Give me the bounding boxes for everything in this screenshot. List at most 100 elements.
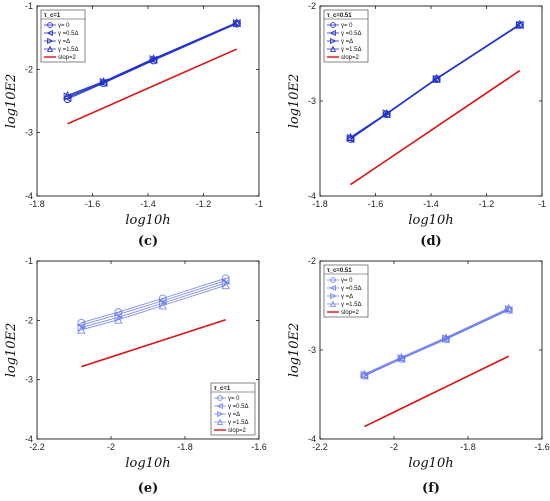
data-point bbox=[232, 18, 241, 27]
x-axis-label: log10h bbox=[125, 213, 170, 228]
series-3 bbox=[360, 303, 513, 378]
ref-line-slop2 bbox=[364, 355, 510, 428]
legend-marker bbox=[329, 284, 336, 292]
y-tick-label: -1 bbox=[25, 256, 33, 266]
y-tick-label: -3 bbox=[25, 375, 33, 385]
y-axis-label: log10E2 bbox=[4, 74, 19, 129]
data-point bbox=[441, 333, 450, 342]
series-line bbox=[67, 22, 237, 96]
legend: τ_c=0.51 γ= 0 γ =0.5Δ γ =Δ γ =1.5Δ slop=2 bbox=[323, 9, 369, 63]
panel-0: -1.8 -1.6 -1.4 -1.2 -1 -4 -3 -2 -1 log10h log10E2 τ… bbox=[4, 1, 263, 228]
legend: τ_c=1 γ= 0 γ =0.5Δ γ =Δ γ =1.5Δ slop=2 bbox=[40, 9, 86, 63]
plot-area bbox=[359, 303, 514, 428]
legend-box bbox=[40, 9, 86, 63]
series-line bbox=[81, 280, 226, 326]
plot-area bbox=[76, 274, 231, 368]
series-3 bbox=[346, 19, 524, 141]
legend-entry: γ =1.5Δ bbox=[341, 47, 362, 53]
legend-marker bbox=[46, 45, 54, 52]
legend-entry: γ= 0 bbox=[228, 396, 240, 402]
data-point bbox=[397, 352, 406, 361]
y-tick-label: -2 bbox=[308, 1, 316, 11]
y-axis-label: log10E2 bbox=[287, 323, 302, 378]
y-tick-label: -4 bbox=[308, 191, 316, 201]
legend-marker bbox=[330, 37, 337, 45]
series-line bbox=[81, 284, 226, 331]
x-tick-label: -2.2 bbox=[29, 442, 45, 452]
data-point bbox=[382, 108, 391, 118]
series-3 bbox=[63, 18, 241, 100]
legend-title: τ_c=0.51 bbox=[327, 268, 352, 274]
data-point bbox=[346, 133, 355, 143]
x-tick-label: -2 bbox=[390, 442, 398, 452]
y-tick-label: -4 bbox=[25, 434, 33, 444]
legend-title: τ_c=0.51 bbox=[327, 13, 352, 19]
plot-area bbox=[346, 19, 525, 186]
x-tick-label: -1.6 bbox=[251, 442, 267, 452]
data-point bbox=[360, 370, 369, 380]
legend-entry-ref: slop=2 bbox=[341, 55, 360, 61]
x-tick-label: -1.8 bbox=[312, 199, 328, 209]
x-tick-label: -1.2 bbox=[196, 199, 212, 209]
x-axis-label: log10h bbox=[408, 213, 453, 228]
legend: τ_c=1 γ= 0 γ =0.5Δ γ =Δ γ =1.5Δ slop=2 bbox=[210, 382, 256, 436]
ref-line-slop2 bbox=[81, 318, 226, 368]
legend-entry: γ =0.5Δ bbox=[228, 404, 249, 410]
data-point bbox=[515, 19, 524, 28]
series-line bbox=[81, 282, 226, 328]
y-tick-label: -3 bbox=[25, 128, 33, 138]
panel-label: (f) bbox=[422, 481, 440, 496]
x-tick-label: -2 bbox=[107, 442, 115, 452]
legend-entry: γ =1.5Δ bbox=[58, 47, 79, 53]
y-tick-label: -2 bbox=[25, 64, 33, 74]
panel-label: (d) bbox=[420, 234, 441, 249]
series-line bbox=[67, 22, 237, 97]
panel-2: -2.2 -2 -1.8 -1.6 -4 -3 -2 -1 log10h log10E2 τ_c=1… bbox=[4, 256, 267, 471]
data-point bbox=[397, 353, 406, 363]
legend-title: τ_c=1 bbox=[214, 386, 231, 392]
legend-entry: γ =Δ bbox=[341, 294, 353, 300]
legend-entry: γ =0.5Δ bbox=[341, 286, 362, 292]
series-line bbox=[364, 309, 509, 377]
legend-entry: γ= 0 bbox=[341, 23, 353, 29]
data-point bbox=[232, 18, 242, 28]
data-point bbox=[149, 55, 158, 64]
legend-marker bbox=[330, 277, 336, 283]
legend-marker bbox=[329, 300, 337, 307]
data-point bbox=[99, 76, 108, 86]
legend-marker bbox=[217, 410, 224, 418]
x-axis-label: log10h bbox=[408, 456, 453, 471]
x-tick-label: -1.6 bbox=[368, 199, 384, 209]
ref-line-slop2 bbox=[350, 69, 521, 186]
data-point bbox=[382, 110, 391, 119]
data-point bbox=[432, 75, 441, 84]
y-tick-label: -3 bbox=[308, 96, 316, 106]
series-2 bbox=[360, 304, 514, 380]
legend-marker bbox=[330, 292, 337, 300]
legend-box bbox=[323, 264, 369, 318]
legend-marker bbox=[330, 22, 336, 28]
legend-entry: γ =Δ bbox=[341, 39, 353, 45]
y-tick-label: -4 bbox=[308, 434, 316, 444]
legend-entry-ref: slop=2 bbox=[58, 55, 77, 61]
data-point bbox=[158, 301, 167, 310]
data-point bbox=[114, 315, 123, 324]
legend-entry: γ =Δ bbox=[228, 412, 240, 418]
data-point bbox=[149, 54, 158, 63]
series-line bbox=[350, 23, 521, 138]
legend-marker bbox=[47, 37, 54, 45]
series-line bbox=[81, 277, 226, 324]
legend-box bbox=[323, 9, 369, 63]
x-tick-label: -1 bbox=[538, 199, 546, 209]
legend: τ_c=0.51 γ= 0 γ =0.5Δ γ =Δ γ =1.5Δ slop=2 bbox=[323, 264, 369, 318]
legend-entry: γ =1.5Δ bbox=[341, 302, 362, 308]
legend-title: τ_c=1 bbox=[44, 13, 61, 19]
series-line bbox=[364, 307, 509, 375]
legend-marker bbox=[329, 45, 337, 52]
plot-area bbox=[63, 18, 242, 125]
x-axis-label: log10h bbox=[125, 456, 170, 471]
data-point bbox=[504, 304, 514, 314]
legend-entry: γ= 0 bbox=[58, 23, 70, 29]
y-tick-label: -1 bbox=[25, 1, 33, 11]
